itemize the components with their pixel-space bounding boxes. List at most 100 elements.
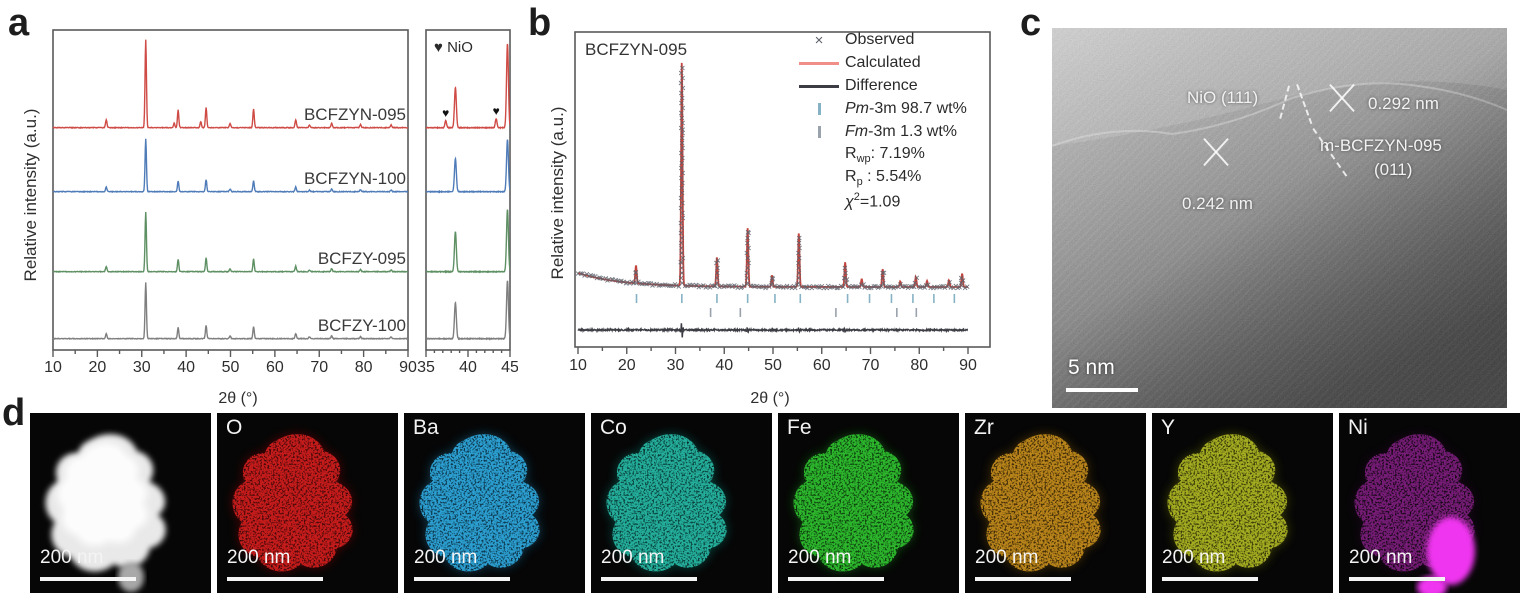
map-scalebar-label: 200 nm bbox=[975, 547, 1039, 568]
lattice-cross-icon bbox=[1198, 134, 1234, 170]
axis-tick-label: 30 bbox=[667, 357, 685, 374]
axis-tick-label: 70 bbox=[310, 359, 328, 376]
panel-a-xlabel: 2θ (°) bbox=[218, 390, 258, 407]
legend-label: Rp : 5.54% bbox=[845, 167, 922, 189]
rietveld-chart: 10 20 30 40 50 60 70 80 90 BCFZYN-095 bbox=[569, 31, 991, 374]
element-label: Ni bbox=[1348, 416, 1368, 439]
axis-tick-label: 35 bbox=[417, 359, 435, 376]
nio-plane-label: NiO (111) bbox=[1187, 88, 1259, 107]
inset-plot-frame bbox=[425, 29, 511, 351]
hrtem-image: NiO (111) 0.292 nm m-BCFZYN-095 (011) 0.… bbox=[1051, 28, 1508, 408]
legend-label: Rwp: 7.19% bbox=[845, 144, 925, 166]
axis-tick-label: 60 bbox=[266, 359, 284, 376]
map-scalebar bbox=[1162, 577, 1258, 581]
legend-row: Rwp: 7.19% bbox=[793, 145, 1011, 165]
eds-tile-Co: Co 200 nm bbox=[591, 413, 772, 593]
map-scalebar-label: 200 nm bbox=[1162, 547, 1226, 568]
tem-scalebar-label: 5 nm bbox=[1068, 356, 1115, 379]
axis-tick-label: 50 bbox=[764, 357, 782, 374]
difference-line-icon bbox=[793, 84, 845, 88]
map-scalebar bbox=[975, 577, 1071, 581]
calculated-curve bbox=[577, 62, 968, 288]
eds-tile-Ba: Ba 200 nm bbox=[404, 413, 585, 593]
panel-b-xlabel: 2θ (°) bbox=[750, 390, 790, 407]
trace-label: BCFZYN-100 bbox=[304, 169, 406, 188]
axis-tick-label: 45 bbox=[501, 359, 518, 376]
map-scalebar-label: 200 nm bbox=[40, 547, 104, 568]
map-scalebar bbox=[1349, 577, 1445, 581]
eds-tile-haadf: 200 nm bbox=[30, 413, 211, 593]
map-scalebar bbox=[414, 577, 510, 581]
axis-tick-label: 40 bbox=[459, 359, 477, 376]
trace-label: BCFZYN-095 bbox=[304, 105, 406, 124]
axis-tick-label: 20 bbox=[618, 357, 636, 374]
fm3m-tick-icon bbox=[793, 126, 845, 138]
map-scalebar-label: 200 nm bbox=[788, 547, 852, 568]
d-spacing-2-label: 0.242 nm bbox=[1182, 194, 1253, 213]
axis-tick-label: 10 bbox=[569, 357, 587, 374]
legend-row: Fm-3m 1.3 wt% bbox=[793, 122, 1011, 142]
legend-label: Difference bbox=[845, 77, 918, 94]
element-label: Y bbox=[1161, 416, 1176, 439]
map-scalebar-label: 200 nm bbox=[601, 547, 665, 568]
xrd-inset-trace-BCFZY-095 bbox=[426, 209, 510, 274]
eds-map-row: 200 nm O 200 nm Ba 200 nm Co 200 nm Fe 200 nm Zr 2… bbox=[30, 413, 1520, 593]
axis-tick-label: 90 bbox=[959, 357, 977, 374]
lattice-cross-icon bbox=[1324, 80, 1360, 116]
axis-tick-label: 40 bbox=[177, 359, 195, 376]
map-scalebar bbox=[788, 577, 884, 581]
axis-tick-label: 20 bbox=[88, 359, 106, 376]
phase-name-label: m-BCFZYN-095 bbox=[1320, 136, 1442, 155]
phase-plane-label: (011) bbox=[1374, 160, 1413, 179]
pm3m-tick-icon bbox=[793, 103, 845, 115]
axis-tick-label: 90 bbox=[399, 359, 417, 376]
eds-tile-Y: Y 200 nm bbox=[1152, 413, 1333, 593]
plot-frame bbox=[574, 31, 991, 348]
axis-tick-label: 80 bbox=[355, 359, 373, 376]
hrtem-texture bbox=[1051, 28, 1508, 408]
trace-label: BCFZY-095 bbox=[318, 249, 406, 268]
xrd-inset-trace-BCFZY-100 bbox=[426, 280, 510, 341]
map-scalebar-label: 200 nm bbox=[414, 547, 478, 568]
legend-row: Rp : 5.54% bbox=[793, 168, 1011, 188]
element-label: Ba bbox=[413, 416, 439, 439]
eds-tile-Zr: Zr 200 nm bbox=[965, 413, 1146, 593]
trace-label: BCFZY-100 bbox=[318, 316, 406, 335]
legend-label: χ2=1.09 bbox=[845, 190, 901, 211]
panel-c-letter: c bbox=[1020, 2, 1042, 44]
legend-row: Calculated bbox=[793, 53, 1011, 73]
nio-legend: ♥ NiO bbox=[434, 39, 473, 56]
legend-row: Difference bbox=[793, 76, 1011, 96]
nio-heart-marker: ♥ bbox=[442, 106, 449, 120]
legend-label: Pm-3m 98.7 wt% bbox=[845, 100, 967, 117]
map-scalebar-label: 200 nm bbox=[1349, 547, 1413, 568]
eds-tile-Fe: Fe 200 nm bbox=[778, 413, 959, 593]
xrd-inset-trace-BCFZYN-100 bbox=[426, 139, 510, 194]
eds-tile-O: O 200 nm bbox=[217, 413, 398, 593]
xrd-inset-trace-BCFZYN-095 bbox=[426, 43, 510, 130]
map-scalebar-label: 200 nm bbox=[227, 547, 291, 568]
axis-tick-label: 50 bbox=[222, 359, 240, 376]
xrd-trace-BCFZYN-100 bbox=[52, 138, 409, 194]
axis-tick-label: 40 bbox=[715, 357, 733, 374]
legend-row: Pm-3m 98.7 wt% bbox=[793, 99, 1011, 119]
difference-curve bbox=[577, 323, 969, 338]
legend-row: χ2=1.09 bbox=[793, 191, 1011, 211]
axis-tick-label: 80 bbox=[910, 357, 928, 374]
axis-tick-label: 10 bbox=[44, 359, 62, 376]
panel-a-letter: a bbox=[8, 2, 30, 44]
panel-b-letter: b bbox=[528, 2, 552, 44]
map-scalebar bbox=[40, 577, 136, 581]
element-label: Zr bbox=[974, 416, 994, 439]
calculated-line-icon bbox=[793, 61, 845, 65]
ni-rich-blob bbox=[1427, 517, 1475, 585]
observed-markers bbox=[575, 65, 970, 291]
sample-label: BCFZYN-095 bbox=[585, 40, 687, 59]
xrd-trace-BCFZY-095 bbox=[52, 211, 409, 274]
axis-tick-label: 30 bbox=[133, 359, 151, 376]
map-scalebar bbox=[227, 577, 323, 581]
nio-heart-marker: ♥ bbox=[493, 104, 500, 118]
element-label: O bbox=[226, 416, 243, 439]
legend-row: × Observed bbox=[793, 30, 1011, 50]
